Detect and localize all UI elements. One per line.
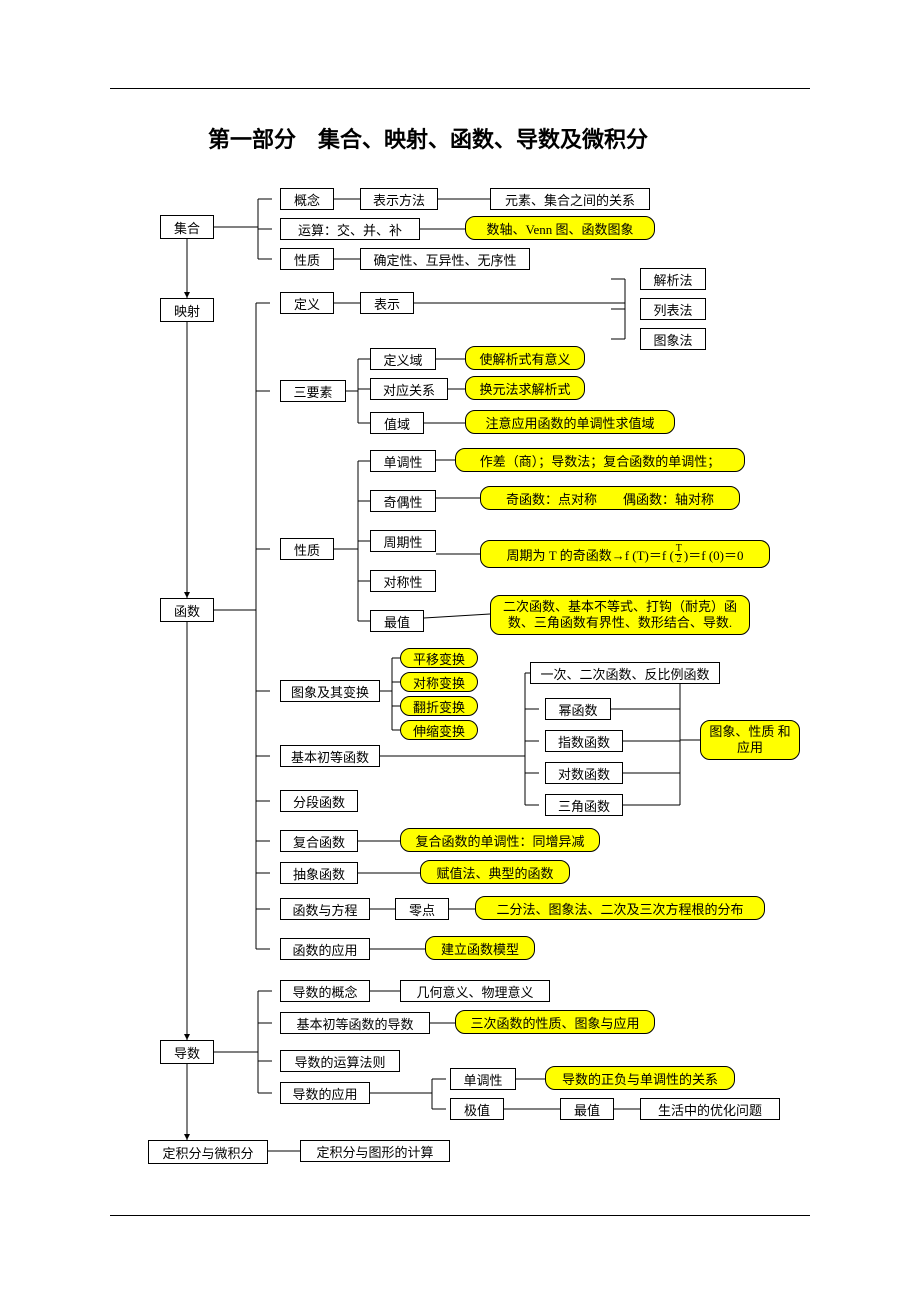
box-b_zhiyu: 值域 xyxy=(370,412,424,434)
box-b_liebiao: 列表法 xyxy=(640,298,706,320)
box-b_biaoshi: 表示 xyxy=(360,292,414,314)
hl-h_eff: 二分法、图象法、二次及三次方程根的分布 xyxy=(475,896,765,920)
box-b_duishu: 对数函数 xyxy=(545,762,623,784)
box-b_dyy: 定义域 xyxy=(370,348,436,370)
box-b_zuizhi2: 最值 xyxy=(560,1098,614,1120)
box-b_sanjiao: 三角函数 xyxy=(545,794,623,816)
top-rule xyxy=(110,88,810,89)
spine-set: 集合 xyxy=(160,215,214,239)
spine-deriv: 导数 xyxy=(160,1040,214,1064)
box-b_tuxiangfa: 图象法 xyxy=(640,328,706,350)
box-b_jizhi: 极值 xyxy=(450,1098,504,1120)
hl-h_zuizhi: 二次函数、基本不等式、打钩（耐克）函数、三角函数有界性、数形结合、导数. xyxy=(490,595,750,635)
hl-h_jiou: 奇函数：点对称 偶函数：轴对称 xyxy=(480,486,740,510)
box-b_gainian: 概念 xyxy=(280,188,334,210)
box-b_quedingxing: 确定性、互异性、无序性 xyxy=(360,248,530,270)
box-b_jiexi: 解析法 xyxy=(640,268,706,290)
box-b_dandiao: 单调性 xyxy=(370,450,436,472)
box-b_fhhs: 复合函数 xyxy=(280,830,358,852)
box-b_dsdyy: 导数的应用 xyxy=(280,1082,370,1104)
box-b_ddx2: 单调性 xyxy=(450,1068,516,1090)
box-b_cxhs: 抽象函数 xyxy=(280,862,358,884)
spine-integral: 定积分与微积分 xyxy=(148,1140,268,1164)
hl-h_fz: 翻折变换 xyxy=(400,696,478,716)
box-b_yuansu: 元素、集合之间的关系 xyxy=(490,188,650,210)
box-b_jbcdds: 基本初等函数的导数 xyxy=(280,1012,430,1034)
box-b_zhouqi: 周期性 xyxy=(370,530,436,552)
bottom-rule xyxy=(110,1215,810,1216)
box-b_biaoshifangfa: 表示方法 xyxy=(360,188,438,210)
hl-h_sanci: 三次函数的性质、图象与应用 xyxy=(455,1010,655,1034)
box-b_dingyi: 定义 xyxy=(280,292,334,314)
box-b_txbh: 图象及其变换 xyxy=(280,680,380,702)
hl-h_dc: 对称变换 xyxy=(400,672,478,692)
box-b_zhishu: 指数函数 xyxy=(545,730,623,752)
box-b_djftx: 定积分与图形的计算 xyxy=(300,1140,450,1162)
box-b_dsysfz: 导数的运算法则 xyxy=(280,1050,400,1072)
box-b_yunsuan: 运算：交、并、补 xyxy=(280,218,420,240)
box-b_hsyfc: 函数与方程 xyxy=(280,898,370,920)
hl-h_zhiyu: 注意应用函数的单调性求值域 xyxy=(465,410,675,434)
box-b_zuizhi: 最值 xyxy=(370,610,424,632)
box-b_yici: 一次、二次函数、反比例函数 xyxy=(530,662,720,684)
box-b_sanyaosu: 三要素 xyxy=(280,380,346,402)
box-b_jbcd: 基本初等函数 xyxy=(280,745,380,767)
page-root: 第一部分 集合、映射、函数、导数及微积分 集合映射函数导数定积分与微积分概念表示… xyxy=(0,0,920,1302)
spine-func: 函数 xyxy=(160,598,214,622)
hl-h_venn: 数轴、Venn 图、函数图象 xyxy=(465,216,655,240)
hl-h_zhouqi: 周期为 T 的奇函数→f (T)＝f (T2)＝f (0)＝0 xyxy=(480,540,770,568)
box-b_lingdian: 零点 xyxy=(395,898,449,920)
hl-h_py: 平移变换 xyxy=(400,648,478,668)
box-b_shenghuo: 生活中的优化问题 xyxy=(640,1098,780,1120)
hl-h_hyf: 换元法求解析式 xyxy=(465,376,585,400)
box-b_xingzhi_set: 性质 xyxy=(280,248,334,270)
box-b_duichen: 对称性 xyxy=(370,570,436,592)
box-b_jhyy: 几何意义、物理意义 xyxy=(400,980,550,1002)
spine-map: 映射 xyxy=(160,298,214,322)
hl-h_dszf: 导数的正负与单调性的关系 xyxy=(545,1066,735,1090)
box-b_hsdyy: 函数的应用 xyxy=(280,938,370,960)
box-b_fdhs: 分段函数 xyxy=(280,790,358,812)
hl-h_jxyy: 使解析式有意义 xyxy=(465,346,585,370)
box-b_jiou: 奇偶性 xyxy=(370,490,436,512)
hl-h_fhdd: 复合函数的单调性：同增异减 xyxy=(400,828,600,852)
box-b_dygx: 对应关系 xyxy=(370,378,448,400)
box-b_mihs: 幂函数 xyxy=(545,698,611,720)
hl-h_dandiao: 作差（商）；导数法；复合函数的单调性； xyxy=(455,448,745,472)
hl-h_ss: 伸缩变换 xyxy=(400,720,478,740)
page-title: 第一部分 集合、映射、函数、导数及微积分 xyxy=(208,122,648,154)
hl-h_txxzyy: 图象、性质 和应用 xyxy=(700,720,800,760)
box-b_dsgn: 导数的概念 xyxy=(280,980,370,1002)
hl-h_jlhs: 建立函数模型 xyxy=(425,936,535,960)
hl-h_fzf: 赋值法、典型的函数 xyxy=(420,860,570,884)
box-b_xingzhi: 性质 xyxy=(280,538,334,560)
